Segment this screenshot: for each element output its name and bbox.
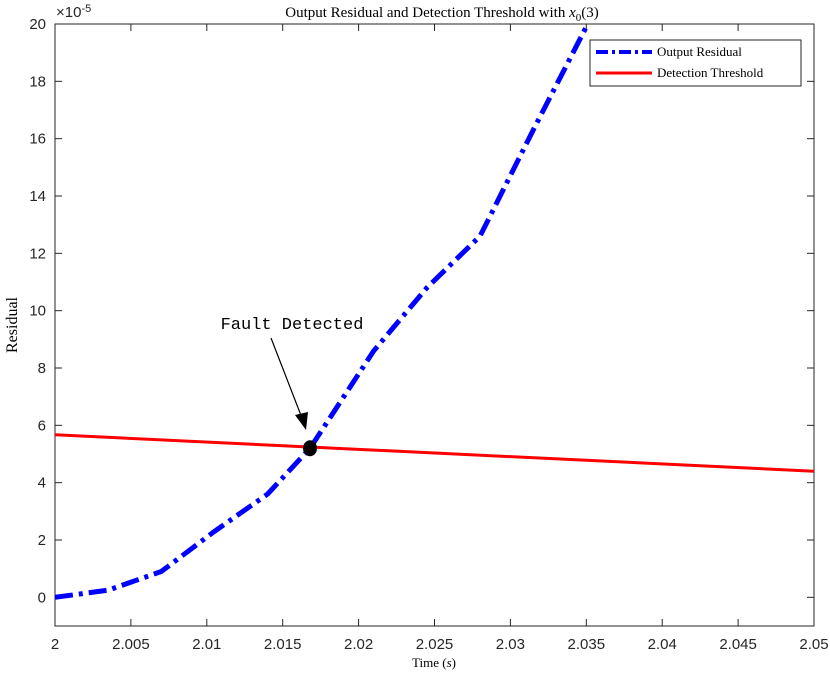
x-axis-label-var: s bbox=[447, 655, 452, 670]
chart-title-prefix: Output Residual and Detection Threshold … bbox=[285, 5, 569, 21]
legend-box bbox=[589, 39, 802, 87]
x-tick-label: 2.05 bbox=[799, 636, 828, 653]
legend: Output Residual Detection Threshold bbox=[589, 39, 802, 87]
x-tick-label: 2 bbox=[51, 636, 59, 653]
series-line-output-residual bbox=[55, 25, 589, 600]
y-tick-label: 16 bbox=[29, 131, 46, 148]
y-exponent-power: -5 bbox=[81, 3, 91, 15]
x-tick-label: 2.01 bbox=[192, 636, 221, 653]
y-tick-label: 6 bbox=[38, 417, 46, 434]
series-line-detection-threshold bbox=[55, 433, 814, 473]
chart-title-var: x bbox=[568, 5, 576, 21]
x-ticks: 2 2.005 2.01 2.015 2.02 2.025 2.03 2.035 2.04 2.0… bbox=[51, 24, 829, 653]
y-tick-label: 8 bbox=[38, 360, 46, 377]
x-axis-label: Time (s) bbox=[412, 655, 456, 670]
y-tick-label: 20 bbox=[29, 16, 46, 33]
y-exponent-base: ×10 bbox=[56, 4, 81, 21]
x-tick-label: 2.045 bbox=[719, 636, 757, 653]
y-tick-label: 4 bbox=[38, 475, 46, 492]
series-layer bbox=[55, 25, 814, 600]
y-tick-label: 2 bbox=[38, 532, 46, 549]
fault-annotation-arrow-line bbox=[270, 337, 303, 419]
x-tick-label: 2.005 bbox=[112, 636, 150, 653]
y-ticks: 0 2 4 6 8 10 12 14 16 18 20 bbox=[29, 16, 814, 606]
chart-title: Output Residual and Detection Threshold … bbox=[285, 5, 599, 24]
x-axis-label-close: ) bbox=[452, 655, 456, 670]
y-exponent: ×10-5 bbox=[56, 3, 91, 21]
plot-area bbox=[54, 23, 815, 627]
chart-title-suffix: (3) bbox=[581, 5, 599, 21]
x-tick-label: 2.035 bbox=[568, 636, 606, 653]
x-tick-label: 2.04 bbox=[648, 636, 677, 653]
legend-label-output-residual: Output Residual bbox=[657, 44, 742, 59]
y-axis-label: Residual bbox=[4, 296, 21, 353]
legend-label-detection-threshold: Detection Threshold bbox=[657, 65, 764, 80]
y-tick-label: 12 bbox=[29, 245, 46, 262]
fault-annotation: Fault Detected bbox=[221, 316, 364, 430]
fault-detected-marker bbox=[303, 440, 318, 457]
x-tick-label: 2.015 bbox=[264, 636, 302, 653]
x-tick-label: 2.02 bbox=[344, 636, 373, 653]
y-tick-label: 14 bbox=[29, 188, 46, 205]
chart-title-sub: 0 bbox=[576, 12, 582, 24]
y-tick-label: 18 bbox=[29, 73, 46, 90]
fault-annotation-label: Fault Detected bbox=[221, 316, 364, 335]
fault-annotation-arrowhead bbox=[295, 412, 308, 430]
y-tick-label: 10 bbox=[29, 303, 46, 320]
x-axis-label-text: Time ( bbox=[412, 655, 447, 670]
x-tick-label: 2.03 bbox=[496, 636, 525, 653]
y-tick-label: 0 bbox=[38, 589, 46, 606]
x-tick-label: 2.025 bbox=[416, 636, 454, 653]
